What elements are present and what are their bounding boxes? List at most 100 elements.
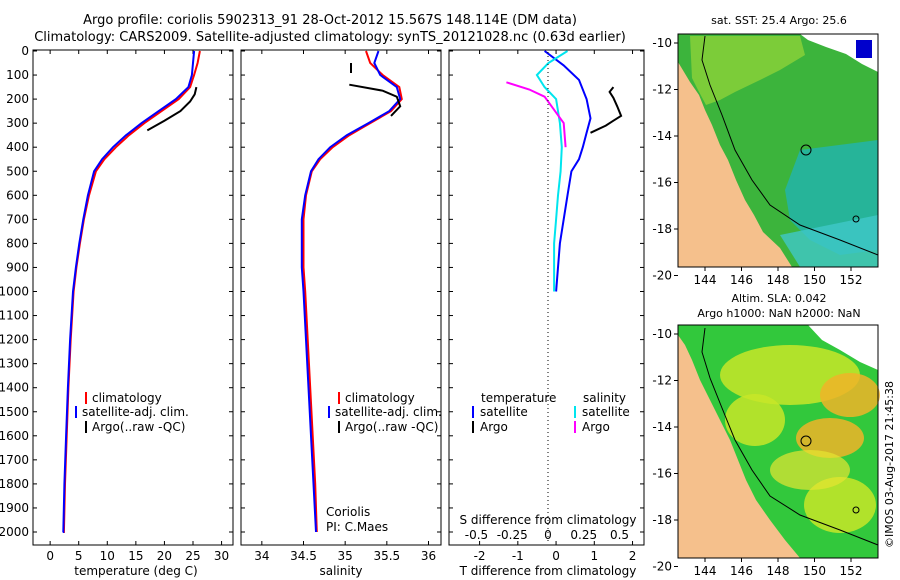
depth-tick-label: 1800 xyxy=(0,477,29,491)
map-lon-label: 144 xyxy=(694,564,717,578)
salinity-x-tick-label: 34 xyxy=(254,549,269,563)
s-difference-tick-label: -0.5 xyxy=(465,528,488,542)
salinity-series-satellite-adj-clim- xyxy=(300,50,402,533)
sla-high-6 xyxy=(770,450,850,490)
pi-name: PI: C.Maes xyxy=(326,520,388,534)
map-lon-label: 146 xyxy=(730,273,753,287)
map-lat-label: -18 xyxy=(652,513,672,527)
map-lat-label: -20 xyxy=(652,269,672,283)
map-lon-label: 150 xyxy=(803,564,826,578)
title-line-1: Argo profile: coriolis 5902313_91 28-Oct… xyxy=(83,13,577,28)
depth-tick-label: 1700 xyxy=(0,453,29,467)
map-lon-label: 148 xyxy=(767,564,790,578)
map-lat-label: -20 xyxy=(652,560,672,574)
sst-map-title: sat. SST: 25.4 Argo: 25.6 xyxy=(711,14,847,27)
s-difference-label: S difference from climatology xyxy=(460,513,637,527)
sst-reef-contour xyxy=(701,35,879,256)
sla-reef-contour xyxy=(701,327,879,546)
pi-institution: Coriolis xyxy=(326,505,370,519)
legend-label-climatology: climatology xyxy=(92,391,162,405)
sst-map xyxy=(677,33,879,268)
sla-map-title-1: Altim. SLA: 0.042 xyxy=(731,292,826,305)
map-lon-label: 150 xyxy=(803,273,826,287)
t-difference-x-tick-label: 1 xyxy=(590,549,598,563)
depth-tick-label: 500 xyxy=(6,164,29,178)
salinity-x-tick-label: 36 xyxy=(421,549,436,563)
sst-marker xyxy=(852,215,860,223)
map-axis-ticks: -10 -12 -14 -16 -18 -20 144 146 148 150 152 -10 -12 -… xyxy=(652,36,862,578)
salinity-xlabel: salinity xyxy=(319,564,362,578)
legend-label-satellite: satellite-adj. clim. xyxy=(82,405,189,419)
depth-tick-label: 200 xyxy=(6,92,29,106)
axis-ticks: 0100200300400500600700800900100011001200… xyxy=(0,44,644,563)
map-lat-label: -12 xyxy=(652,83,672,97)
s-difference-tick-label: 0 xyxy=(544,528,552,542)
map-lat-label: -10 xyxy=(652,327,672,341)
map-lon-label: 152 xyxy=(840,273,863,287)
depth-tick-label: 1500 xyxy=(0,405,29,419)
sla-high-4 xyxy=(725,394,785,446)
depth-tick-label: 300 xyxy=(6,116,29,130)
sla-marker xyxy=(852,506,860,514)
sla-high-3 xyxy=(796,418,864,458)
imos-watermark: ©IMOS 03-Aug-2017 21:45:38 xyxy=(883,381,896,548)
sst-warm-band xyxy=(690,36,805,105)
temperature-legend: climatology satellite-adj. clim. Argo(..… xyxy=(75,391,189,434)
t-difference-xlabel: T difference from climatology xyxy=(459,564,637,578)
temperature-x-tick-label: 5 xyxy=(75,549,83,563)
depth-tick-label: 700 xyxy=(6,212,29,226)
temperature-x-tick-label: 25 xyxy=(185,549,200,563)
diff-legend-label-temp-argo: Argo xyxy=(480,420,508,434)
legend-temperature-title: temperature xyxy=(481,391,556,405)
t-difference-series-temperature-satellite xyxy=(543,50,592,292)
depth-tick-label: 1600 xyxy=(0,429,29,443)
salinity-legend: climatology satellite-adj. clim. Argo(..… xyxy=(328,391,442,434)
map-lat-label: -14 xyxy=(652,420,672,434)
s-difference-tick-label: 0.5 xyxy=(610,528,629,542)
temperature-x-tick-label: 0 xyxy=(46,549,54,563)
depth-tick-label: 1300 xyxy=(0,357,29,371)
depth-tick-label: 900 xyxy=(6,260,29,274)
sst-cloud-patch xyxy=(856,40,872,58)
sla-map-title-2: Argo h1000: NaN h2000: NaN xyxy=(697,307,860,320)
temperature-x-tick-label: 15 xyxy=(128,549,143,563)
map-lon-label: 152 xyxy=(840,564,863,578)
map-lon-label: 144 xyxy=(694,273,717,287)
depth-tick-label: 2000 xyxy=(0,525,29,539)
depth-tick-label: 1100 xyxy=(0,309,29,323)
temperature-x-tick-label: 30 xyxy=(214,549,229,563)
t-difference-series-temperature-argo xyxy=(590,86,623,134)
difference-panel-frame xyxy=(448,49,645,546)
sst-argo-position xyxy=(800,144,812,156)
sla-argo-position xyxy=(800,435,812,447)
depth-tick-label: 1200 xyxy=(0,333,29,347)
sal-legend-label-satellite: satellite-adj. clim. xyxy=(335,405,442,419)
temperature-x-tick-label: 20 xyxy=(157,549,172,563)
depth-tick-label: 1400 xyxy=(0,381,29,395)
depth-tick-label: 1000 xyxy=(0,285,29,299)
map-lat-label: -10 xyxy=(652,36,672,50)
s-difference-tick-label: -0.25 xyxy=(497,528,528,542)
legend-salinity-title: salinity xyxy=(583,391,626,405)
salinity-series-argo-raw-qc- xyxy=(349,83,402,117)
title-line-2: Climatology: CARS2009. Satellite-adjuste… xyxy=(34,30,626,45)
sla-high-5 xyxy=(804,477,876,533)
temperature-series-satellite-adj-clim- xyxy=(62,50,196,533)
sst-cyan-edge xyxy=(780,215,878,267)
diff-legend-label-temp-satellite: satellite xyxy=(480,405,528,419)
depth-tick-label: 1900 xyxy=(0,501,29,515)
diff-legend-label-sal-satellite: satellite xyxy=(582,405,630,419)
diff-legend-label-sal-argo: Argo xyxy=(582,420,610,434)
sal-legend-label-climatology: climatology xyxy=(345,391,415,405)
sal-legend-label-argo: Argo(..raw -QC) xyxy=(345,420,438,434)
map-lat-label: -16 xyxy=(652,467,672,481)
difference-legend: temperature salinity satellite Argo sate… xyxy=(472,391,630,434)
depth-tick-label: 800 xyxy=(6,236,29,250)
depth-tick-label: 400 xyxy=(6,140,29,154)
map-lon-label: 148 xyxy=(767,273,790,287)
salinity-x-tick-label: 35 xyxy=(338,549,353,563)
t-difference-x-tick-label: 0 xyxy=(552,549,560,563)
map-lon-label: 146 xyxy=(730,564,753,578)
s-difference-tick-label: 0.25 xyxy=(570,528,597,542)
t-difference-series-salinity-satellite xyxy=(535,50,569,292)
